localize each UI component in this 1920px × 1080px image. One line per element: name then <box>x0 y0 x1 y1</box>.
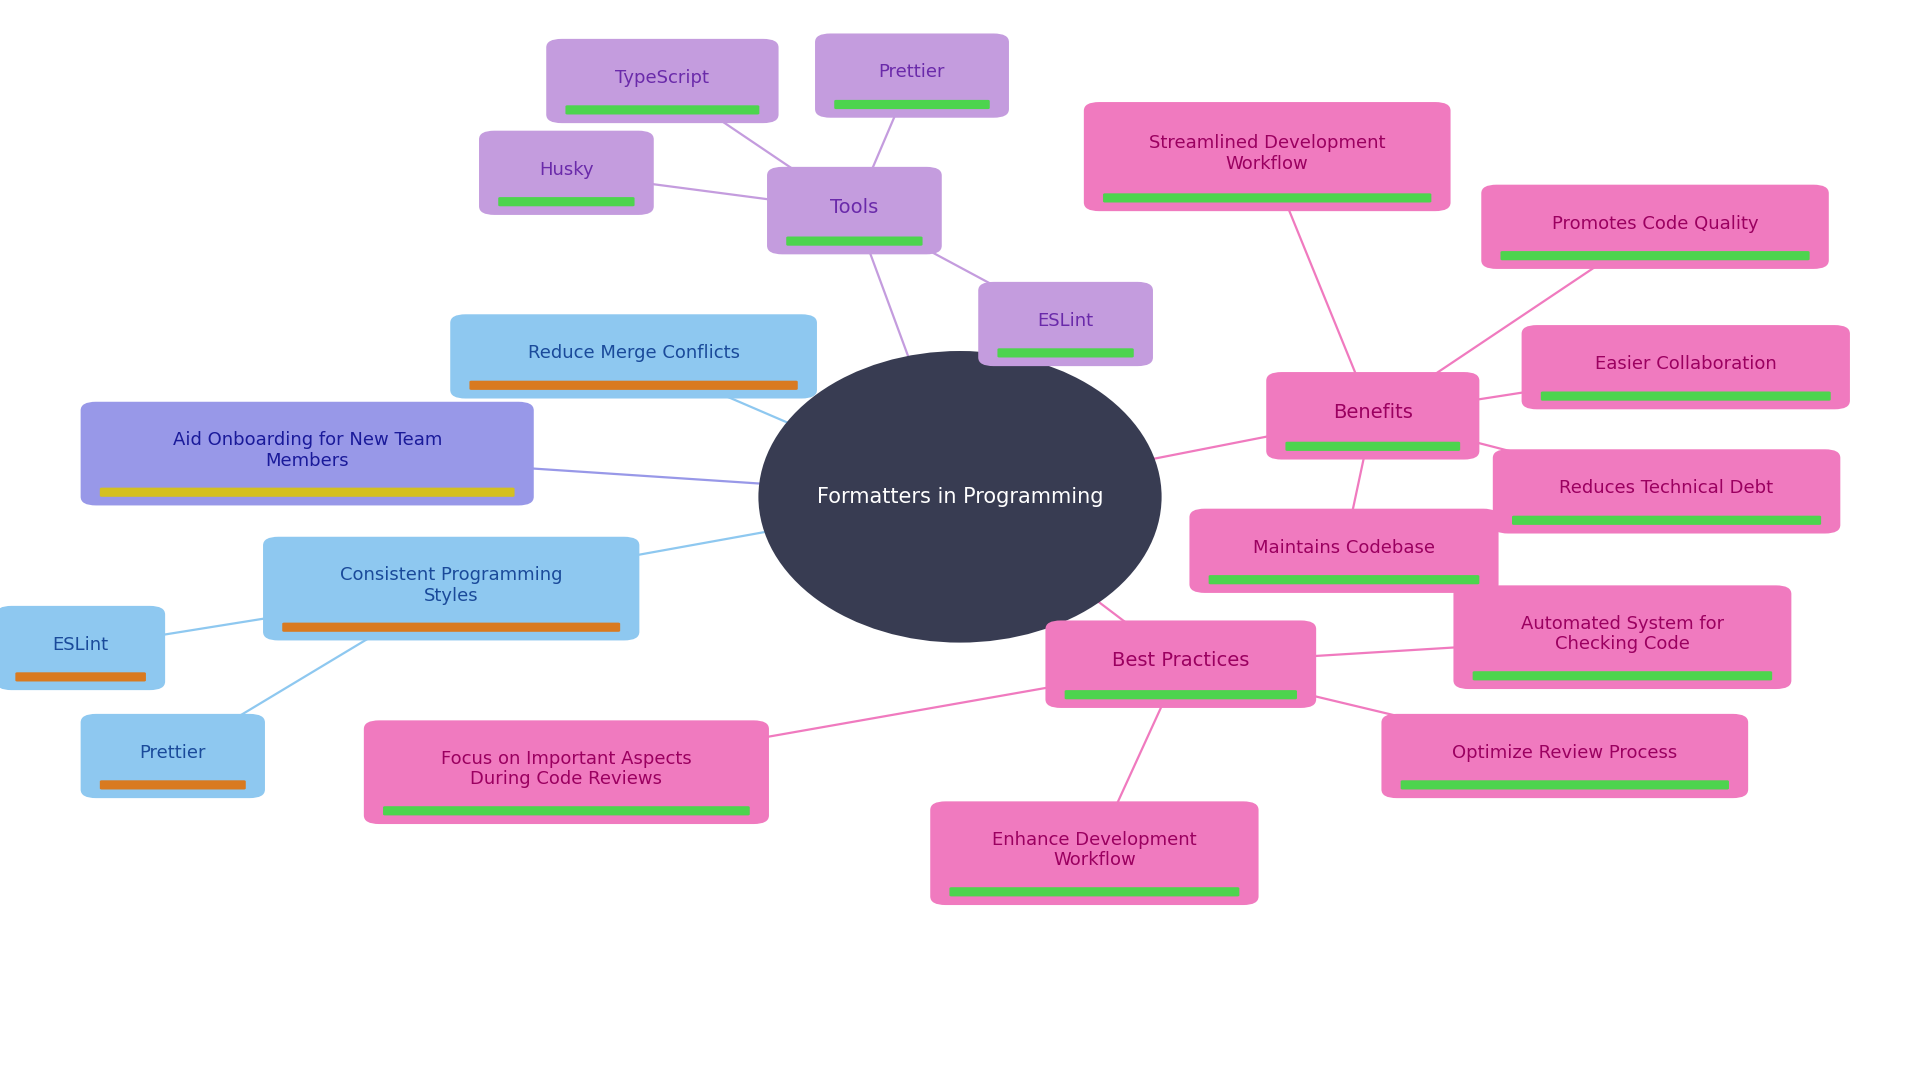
Text: Maintains Codebase: Maintains Codebase <box>1254 539 1434 556</box>
Text: TypeScript: TypeScript <box>616 69 708 86</box>
FancyBboxPatch shape <box>833 99 991 109</box>
Text: Reduce Merge Conflicts: Reduce Merge Conflicts <box>528 345 739 362</box>
FancyBboxPatch shape <box>1540 391 1832 401</box>
FancyBboxPatch shape <box>81 402 534 505</box>
FancyBboxPatch shape <box>929 801 1260 905</box>
FancyBboxPatch shape <box>979 282 1152 366</box>
FancyBboxPatch shape <box>449 314 818 399</box>
FancyBboxPatch shape <box>1501 252 1809 260</box>
FancyBboxPatch shape <box>1267 372 1478 460</box>
FancyBboxPatch shape <box>1473 671 1772 680</box>
FancyBboxPatch shape <box>1521 325 1851 409</box>
FancyBboxPatch shape <box>100 487 515 497</box>
FancyBboxPatch shape <box>1453 585 1791 689</box>
FancyBboxPatch shape <box>1482 185 1828 269</box>
Text: Enhance Development
Workflow: Enhance Development Workflow <box>993 831 1196 869</box>
Text: Prettier: Prettier <box>140 744 205 761</box>
Text: Formatters in Programming: Formatters in Programming <box>816 487 1104 507</box>
FancyBboxPatch shape <box>998 348 1133 357</box>
FancyBboxPatch shape <box>15 672 146 681</box>
FancyBboxPatch shape <box>1064 690 1298 700</box>
Text: ESLint: ESLint <box>52 636 109 653</box>
Text: Automated System for
Checking Code: Automated System for Checking Code <box>1521 615 1724 653</box>
Text: Husky: Husky <box>540 161 593 178</box>
FancyBboxPatch shape <box>100 780 246 789</box>
FancyBboxPatch shape <box>1380 714 1747 798</box>
Text: ESLint: ESLint <box>1037 312 1094 329</box>
Text: Prettier: Prettier <box>879 64 945 81</box>
Text: Tools: Tools <box>829 198 879 217</box>
FancyBboxPatch shape <box>499 197 634 206</box>
Text: Easier Collaboration: Easier Collaboration <box>1596 355 1776 373</box>
FancyBboxPatch shape <box>363 720 768 824</box>
FancyBboxPatch shape <box>564 105 758 114</box>
FancyBboxPatch shape <box>1210 576 1478 584</box>
FancyBboxPatch shape <box>1044 620 1317 708</box>
FancyBboxPatch shape <box>768 166 943 254</box>
FancyBboxPatch shape <box>480 131 653 215</box>
FancyBboxPatch shape <box>1494 449 1839 534</box>
Text: Promotes Code Quality: Promotes Code Quality <box>1551 215 1759 232</box>
FancyBboxPatch shape <box>814 33 1010 118</box>
Text: Benefits: Benefits <box>1332 403 1413 422</box>
FancyBboxPatch shape <box>1083 102 1452 212</box>
Text: Streamlined Development
Workflow: Streamlined Development Workflow <box>1148 134 1386 173</box>
FancyBboxPatch shape <box>382 806 749 815</box>
Text: Aid Onboarding for New Team
Members: Aid Onboarding for New Team Members <box>173 431 442 470</box>
Text: Best Practices: Best Practices <box>1112 651 1250 671</box>
FancyBboxPatch shape <box>948 888 1240 896</box>
FancyBboxPatch shape <box>787 237 924 246</box>
Text: Reduces Technical Debt: Reduces Technical Debt <box>1559 480 1774 497</box>
Text: Optimize Review Process: Optimize Review Process <box>1452 744 1678 761</box>
FancyBboxPatch shape <box>470 381 799 390</box>
FancyBboxPatch shape <box>81 714 265 798</box>
FancyBboxPatch shape <box>1102 193 1432 203</box>
FancyBboxPatch shape <box>545 39 780 123</box>
Text: Focus on Important Aspects
During Code Reviews: Focus on Important Aspects During Code R… <box>442 750 691 788</box>
FancyBboxPatch shape <box>263 537 639 640</box>
FancyBboxPatch shape <box>1513 515 1820 525</box>
FancyBboxPatch shape <box>1188 509 1498 593</box>
FancyBboxPatch shape <box>1400 780 1728 789</box>
FancyBboxPatch shape <box>282 622 620 632</box>
FancyBboxPatch shape <box>1286 442 1459 451</box>
Ellipse shape <box>758 351 1162 643</box>
FancyBboxPatch shape <box>0 606 165 690</box>
Text: Consistent Programming
Styles: Consistent Programming Styles <box>340 566 563 605</box>
